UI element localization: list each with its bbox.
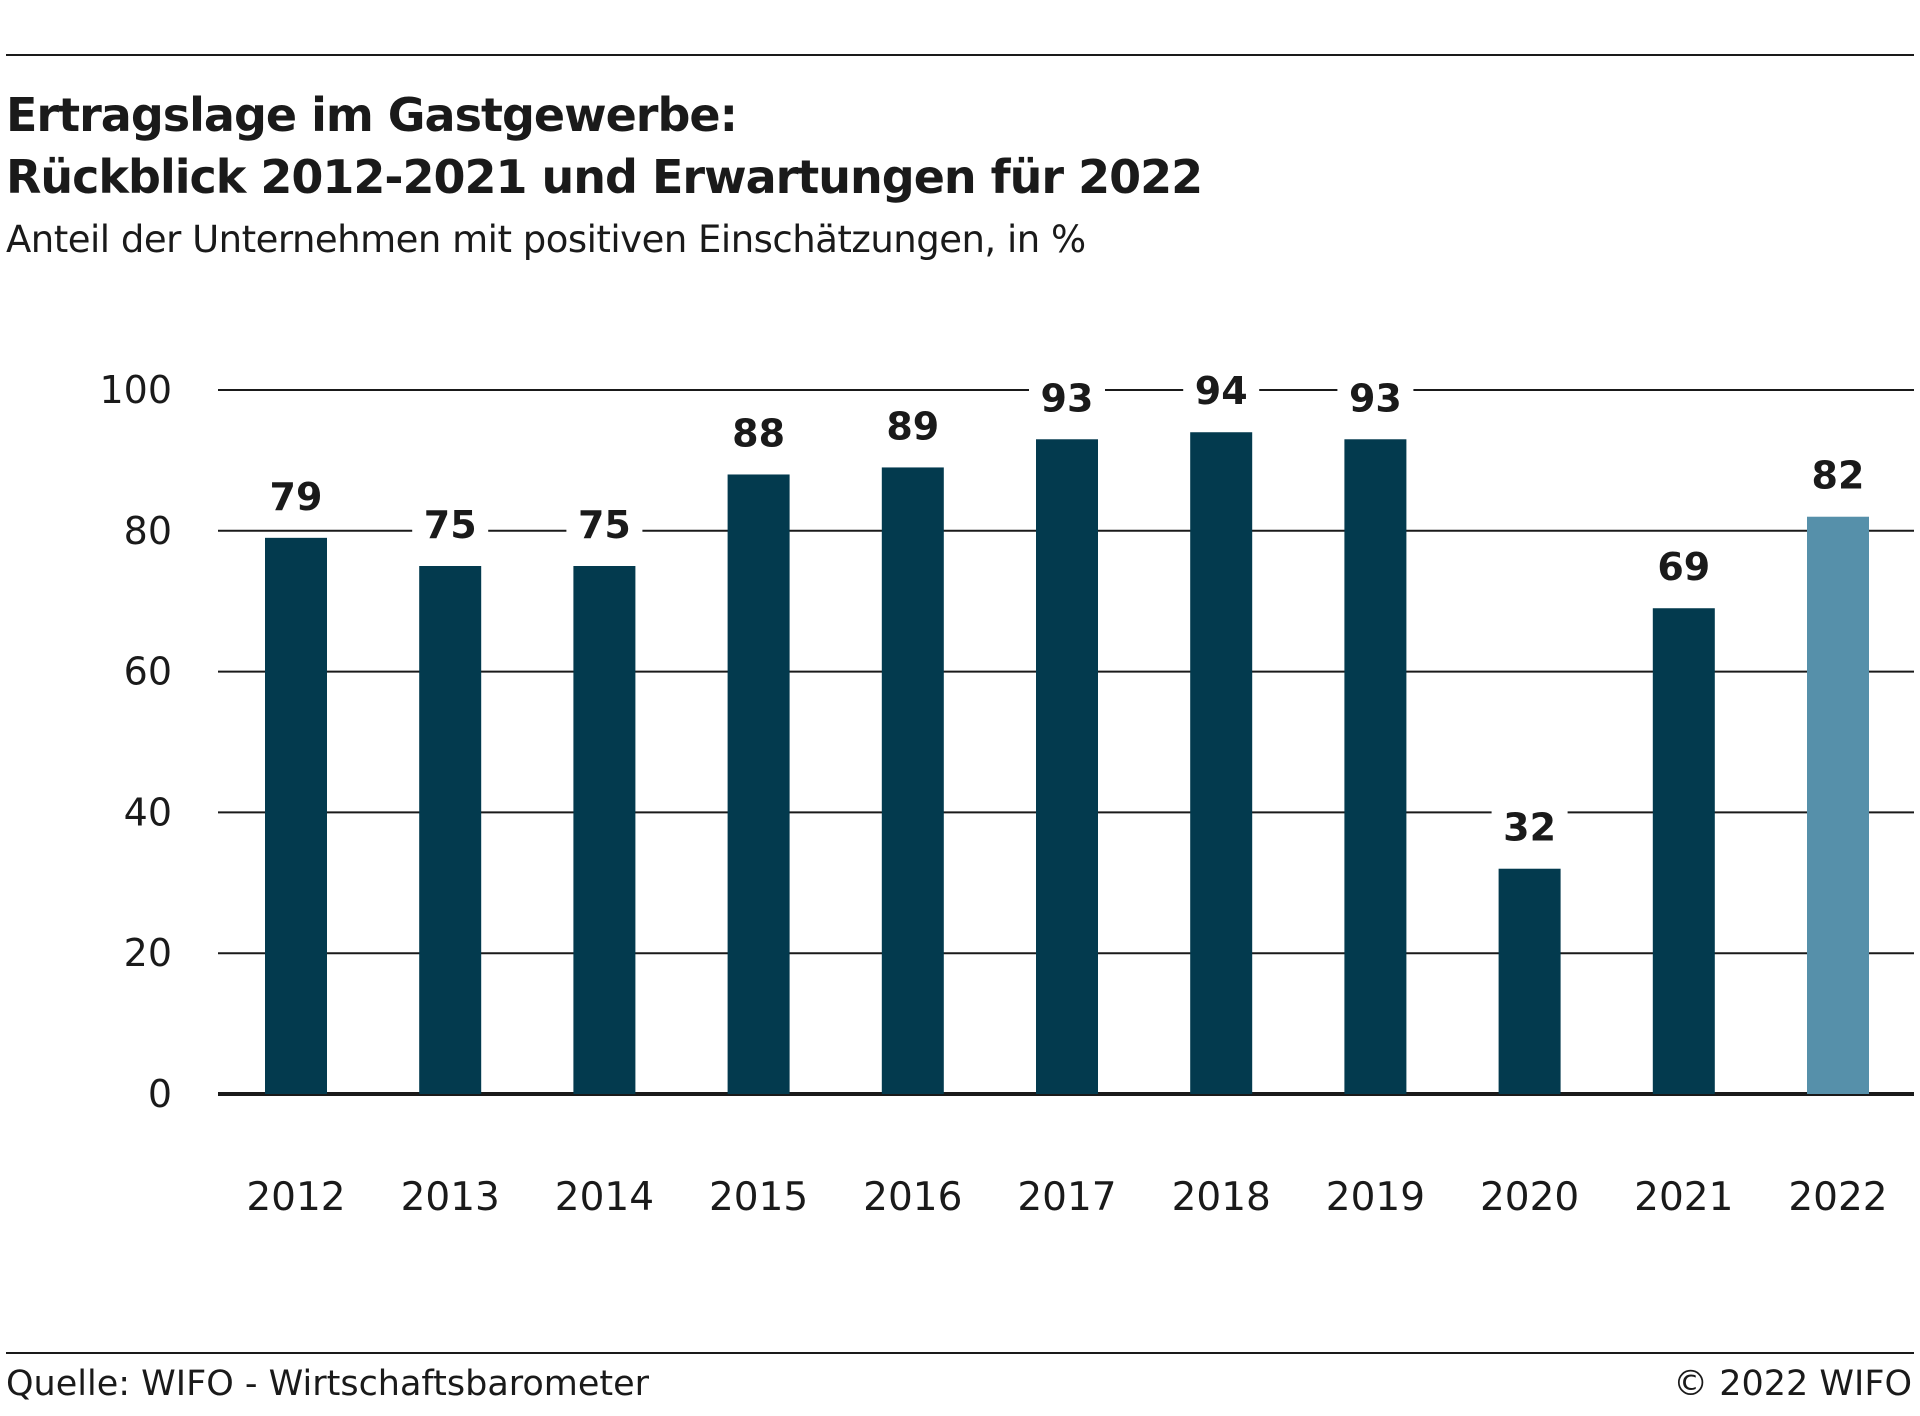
y-axis: 0 20 40 60 80 100 [99,368,172,1116]
bar-2022 [1807,516,1869,1094]
bar-2013 [419,566,482,1094]
chart-subtitle: Anteil der Unternehmen mit positiven Ein… [6,218,1086,261]
x-tick-label: 2013 [401,1175,500,1220]
data-label-background [1491,804,1568,851]
bar-2015 [727,474,790,1095]
data-label-2022: 82 [1812,454,1865,498]
y-tick-label: 0 [148,1072,172,1116]
data-label-2017: 93 [1041,376,1094,420]
y-tick-label: 60 [124,650,172,694]
x-tick-label: 2018 [1172,1175,1271,1220]
bar-chart: 79 75 75 88 89 93 94 93 32 69 82 0 20 40 60 80 100 2012… [99,368,1914,1220]
chart-title-line-1: Ertragslage im Gastgewerbe: [6,88,738,142]
bars [265,432,1869,1095]
y-tick-label: 20 [124,931,172,975]
x-tick-label: 2012 [246,1175,345,1220]
data-label-2013: 75 [424,503,477,547]
data-label-background [874,403,951,450]
x-tick-label: 2020 [1480,1175,1579,1220]
data-label-background [566,502,643,548]
y-tick-label: 40 [124,790,172,834]
data-label-2015: 88 [732,411,785,455]
x-tick-label: 2016 [863,1175,962,1220]
data-label-2020: 32 [1503,806,1556,850]
bottom-rule [6,1352,1914,1354]
data-label-background [1029,375,1105,422]
top-rule [6,54,1914,56]
source-note: Quelle: WIFO - Wirtschaftsbarometer [6,1364,650,1404]
x-tick-label: 2015 [709,1175,808,1220]
data-label-2018: 94 [1195,369,1248,413]
bar-2012 [265,537,327,1094]
data-label-background [720,410,797,457]
y-tick-label: 100 [99,368,172,412]
x-tick-label: 2017 [1017,1175,1116,1220]
data-label-background [1800,452,1876,499]
data-label-2019: 93 [1349,376,1402,420]
data-label-2014: 75 [578,503,631,547]
data-label-background [258,473,334,520]
bar-2017 [1036,439,1098,1094]
x-tick-label: 2019 [1326,1175,1425,1220]
data-labels: 79 75 75 88 89 93 94 93 32 69 82 [258,368,1876,851]
data-label-2016: 89 [886,404,939,448]
data-label-2021: 69 [1657,545,1710,589]
bar-2019 [1344,439,1407,1094]
data-label-2012: 79 [270,475,323,519]
data-label-background [1645,544,1722,591]
data-label-background [1183,368,1260,415]
x-tick-label: 2022 [1788,1175,1887,1220]
data-label-background [1337,375,1414,422]
bar-2021 [1652,608,1715,1094]
bar-2018 [1190,432,1253,1094]
chart-title-line-2: Rückblick 2012-2021 und Erwartungen für … [6,150,1203,204]
x-axis: 2012 2013 2014 2015 2016 2017 2018 2019 2020 2021… [246,1175,1887,1220]
bar-2020 [1498,868,1561,1094]
copyright-note: © 2022 WIFO [1673,1364,1912,1404]
bar-2014 [573,566,636,1094]
bar-2016 [881,467,944,1094]
x-tick-label: 2014 [555,1175,654,1220]
x-tick-label: 2021 [1634,1175,1733,1220]
data-label-background [412,502,489,548]
y-tick-label: 80 [124,509,172,553]
